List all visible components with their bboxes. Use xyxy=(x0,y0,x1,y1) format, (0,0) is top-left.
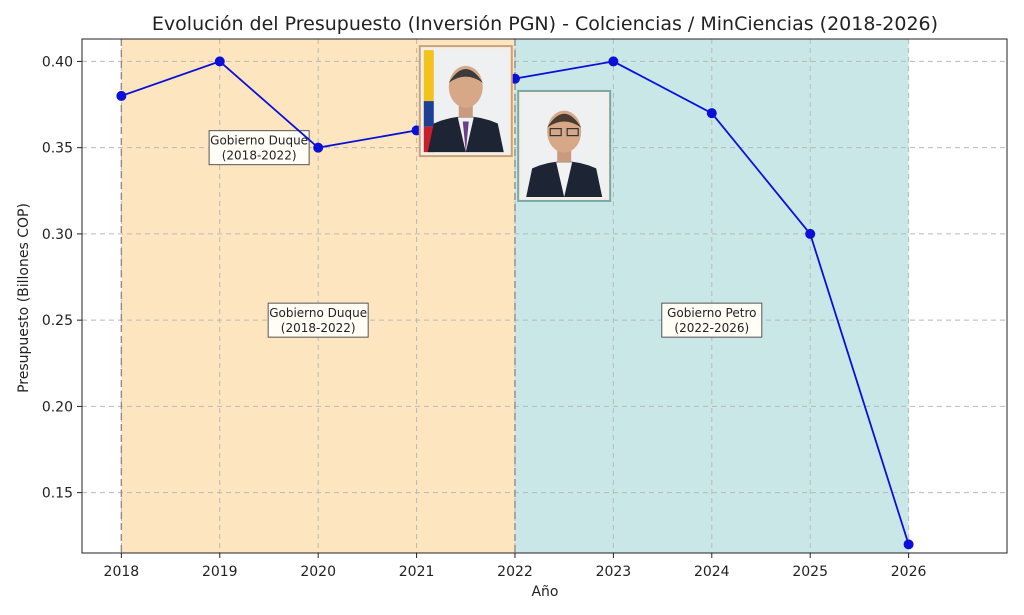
annotation-box: Gobierno Petro(2022-2026) xyxy=(661,302,763,338)
x-tick-label: 2025 xyxy=(792,564,828,580)
y-tick-label: 0.20 xyxy=(42,399,73,415)
y-axis-label: Presupuesto (Billones COP) xyxy=(16,203,32,393)
x-axis-label: Año xyxy=(531,584,558,600)
x-tick-label: 2021 xyxy=(399,564,435,580)
y-tick-label: 0.35 xyxy=(42,141,73,157)
y-tick-label: 0.30 xyxy=(42,227,73,243)
annotation-line1: Gobierno Duque xyxy=(269,306,367,320)
data-point-2025 xyxy=(805,228,816,239)
y-tick-label: 0.25 xyxy=(42,313,73,329)
portrait-hair xyxy=(547,113,582,128)
plot-area: 0.15 0.20 0.25 0.30 0.35 0.40 2018 2019 2020 2021… xyxy=(42,38,1008,580)
petro-portrait xyxy=(517,89,612,202)
y-tick-label: 0.40 xyxy=(42,54,73,70)
y-tick-label: 0.15 xyxy=(42,486,73,502)
flag-stripe-yellow xyxy=(423,50,434,102)
portrait-glasses-right xyxy=(566,127,579,137)
x-tick-label: 2019 xyxy=(202,564,238,580)
portrait-tie xyxy=(462,121,469,153)
portrait-hair xyxy=(448,68,483,83)
annotation-line2: (2022-2026) xyxy=(674,321,749,335)
annotation-box: Gobierno Duque(2018-2022) xyxy=(267,302,369,338)
annotation-box: Gobierno Duque(2018-2022) xyxy=(208,130,310,166)
data-point-2024 xyxy=(706,108,717,119)
duque-portrait xyxy=(418,45,513,158)
annotation-box-bg xyxy=(661,302,763,338)
annotation-box-bg xyxy=(208,130,310,166)
data-point-2020 xyxy=(313,142,324,153)
portrait-shirt xyxy=(556,162,573,197)
x-tick-label: 2018 xyxy=(104,564,140,580)
annotation-line2: (2018-2022) xyxy=(281,321,356,335)
x-tick-label: 2020 xyxy=(300,564,336,580)
flag-stripe-red xyxy=(423,126,434,153)
flag-stripe-blue xyxy=(423,101,434,127)
annotation-line1: Gobierno Petro xyxy=(667,306,756,320)
data-point-2026 xyxy=(903,539,914,550)
x-tick-label: 2026 xyxy=(891,564,927,580)
annotation-box-bg xyxy=(267,302,369,338)
portrait-glasses-left xyxy=(549,127,562,137)
chart-title: Evolución del Presupuesto (Inversión PGN… xyxy=(152,13,938,35)
x-tick-label: 2022 xyxy=(497,564,533,580)
data-point-2019 xyxy=(214,56,225,67)
x-tick-label: 2024 xyxy=(694,564,730,580)
data-point-2018 xyxy=(116,90,127,101)
annotation-line1: Gobierno Duque xyxy=(210,134,308,148)
data-point-2023 xyxy=(608,56,619,67)
x-tick-label: 2023 xyxy=(596,564,632,580)
plot-frame xyxy=(81,38,1008,554)
annotation-line2: (2018-2022) xyxy=(222,149,297,163)
